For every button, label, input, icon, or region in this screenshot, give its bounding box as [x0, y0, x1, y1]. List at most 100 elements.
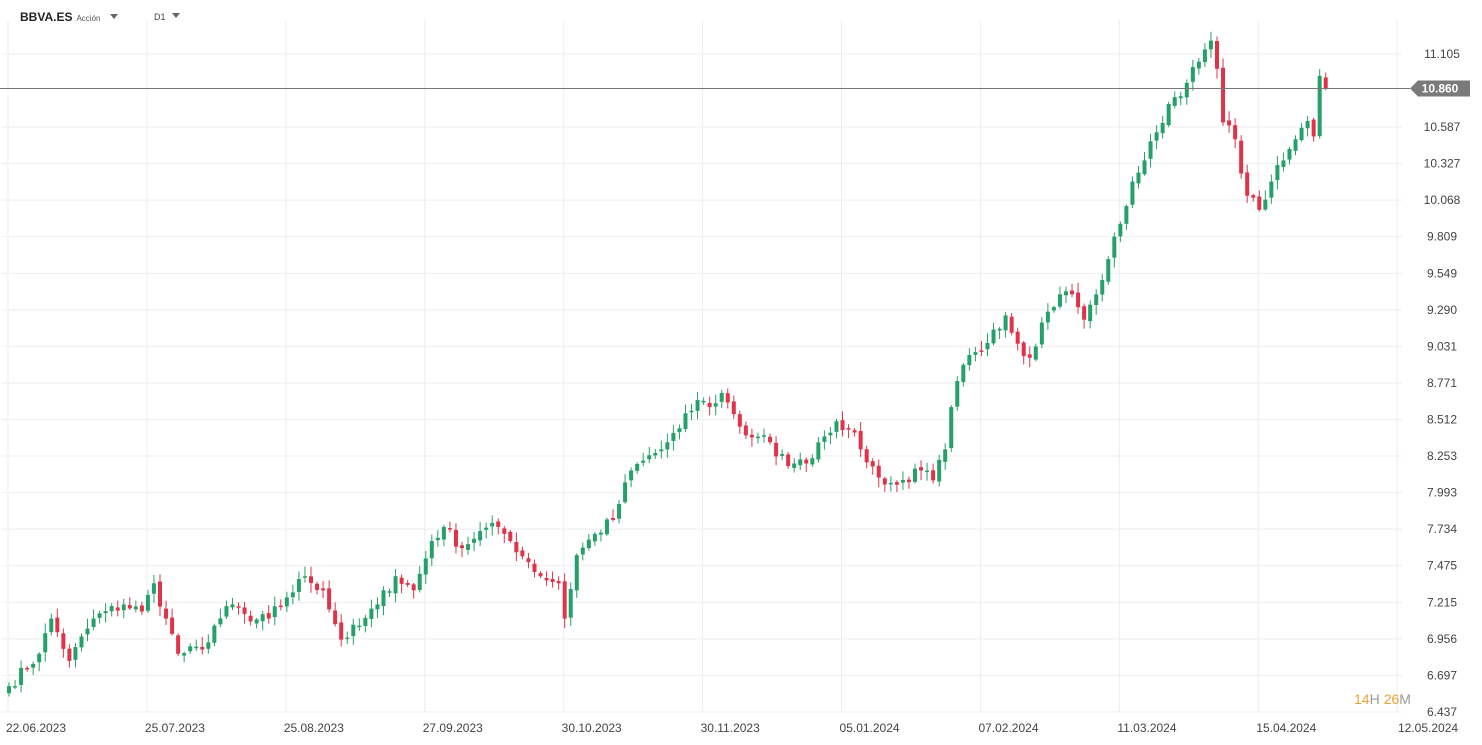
y-tick-label: 6.697	[1427, 668, 1457, 682]
y-tick-label: 8.512	[1427, 413, 1457, 427]
candle	[121, 598, 126, 619]
symbol-name: BBVA.ES	[20, 10, 73, 24]
candle-body	[61, 633, 66, 649]
candle	[254, 617, 259, 629]
candle-body	[31, 663, 36, 668]
candle-body	[423, 558, 428, 575]
current-price-marker: 10.860	[0, 80, 1470, 97]
candle	[242, 601, 247, 624]
candle	[683, 404, 688, 432]
candle	[514, 532, 519, 562]
candle-body	[1100, 280, 1105, 295]
candle	[671, 425, 676, 451]
candle-body	[949, 407, 954, 448]
candle	[792, 458, 797, 473]
candle	[1124, 204, 1129, 230]
candle-body	[755, 436, 760, 439]
candle	[979, 341, 984, 357]
candle	[423, 551, 428, 584]
symbol-selector[interactable]: BBVA.ES Acción	[20, 10, 119, 24]
candle	[266, 605, 271, 624]
candle-body	[550, 579, 555, 582]
candle	[647, 446, 652, 464]
candle	[768, 433, 773, 445]
candle	[13, 679, 18, 690]
candle	[1142, 151, 1147, 176]
candle-body	[864, 449, 869, 463]
candle	[834, 418, 839, 439]
candle	[1287, 146, 1292, 165]
y-axis: 11.105 10.587 10.327 10.068 9.809 9.549 9.290 9…	[1424, 47, 1461, 719]
timeframe-selector[interactable]: D1	[154, 12, 180, 22]
candle	[1190, 59, 1195, 91]
candle	[943, 443, 948, 470]
candle-body	[556, 581, 561, 584]
candle-body	[882, 478, 887, 485]
candle-body	[532, 563, 537, 572]
candle-body	[1281, 160, 1286, 167]
candle	[363, 614, 368, 633]
candle	[906, 476, 911, 489]
countdown-hours-unit: H	[1370, 691, 1380, 707]
candle	[61, 628, 66, 658]
candle-body	[991, 329, 996, 344]
candle	[967, 348, 972, 371]
candle-body	[381, 590, 386, 607]
candle-body	[822, 436, 827, 442]
candle	[97, 610, 102, 624]
candle-body	[913, 468, 917, 482]
candle	[1196, 57, 1201, 75]
candle	[248, 610, 253, 626]
candle	[1009, 312, 1014, 336]
y-tick-label: 8.771	[1427, 376, 1457, 390]
candle	[327, 580, 332, 613]
candle-body	[677, 428, 682, 433]
candle	[170, 608, 175, 636]
candle-body	[1323, 77, 1328, 89]
candle	[339, 614, 344, 647]
candle	[127, 597, 132, 611]
candle	[230, 597, 235, 611]
candle	[25, 666, 30, 672]
candle	[387, 588, 392, 598]
candle-body	[659, 449, 664, 452]
candle-body	[224, 606, 229, 617]
candle-body	[1027, 354, 1032, 358]
candle	[1118, 221, 1123, 242]
candle-body	[544, 577, 549, 581]
candle	[236, 602, 241, 615]
candle	[1221, 58, 1226, 126]
candle-body	[568, 588, 573, 618]
candles	[7, 31, 1328, 697]
candle	[1112, 232, 1117, 268]
candle-body	[937, 459, 942, 482]
candle	[369, 599, 374, 628]
candle	[1251, 193, 1256, 202]
bar-countdown: 14H 26M	[1354, 691, 1411, 707]
candle-body	[985, 342, 990, 350]
candle	[955, 376, 960, 411]
x-tick-label: 25.08.2023	[284, 721, 344, 735]
candle-body	[997, 328, 1002, 331]
candle	[381, 586, 386, 616]
candle-body	[296, 579, 301, 592]
candle-body	[176, 635, 181, 654]
candle-body	[828, 432, 833, 436]
candle	[894, 480, 899, 493]
candle-body	[387, 591, 392, 593]
candle-body	[943, 449, 948, 462]
candle	[925, 462, 930, 481]
candle-body	[97, 613, 102, 618]
candle-body	[49, 618, 54, 633]
candle	[1154, 125, 1159, 150]
x-tick-label: 30.11.2023	[701, 721, 760, 735]
candle-body	[701, 400, 706, 403]
candle	[973, 347, 978, 362]
candle-body	[780, 453, 785, 456]
candle	[484, 522, 489, 539]
candle	[846, 424, 851, 439]
candle-body	[266, 613, 271, 619]
candle-body	[236, 606, 241, 608]
candle-body	[743, 425, 748, 436]
